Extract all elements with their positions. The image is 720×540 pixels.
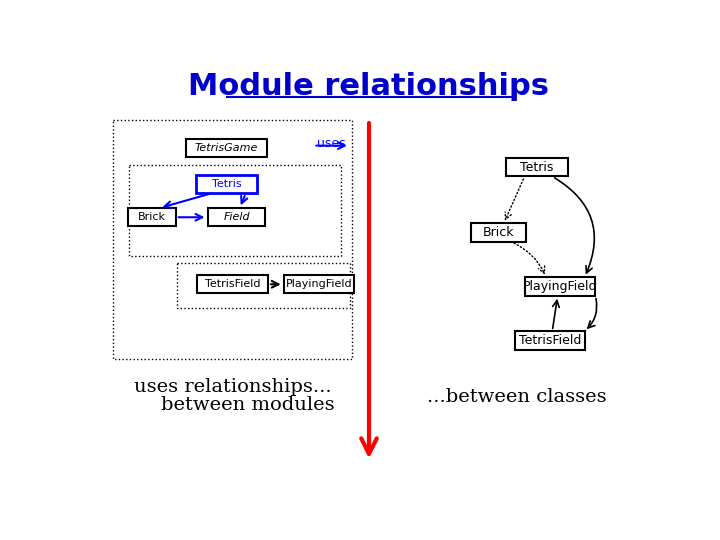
Text: TetrisField: TetrisField xyxy=(519,334,581,347)
Bar xyxy=(506,158,567,177)
Text: between modules: between modules xyxy=(161,396,335,414)
Bar xyxy=(525,278,595,296)
Text: uses: uses xyxy=(317,137,346,150)
Text: PlayingField: PlayingField xyxy=(286,279,352,289)
Bar xyxy=(186,139,267,157)
Text: ...between classes: ...between classes xyxy=(427,388,606,407)
Bar xyxy=(207,208,266,226)
Bar xyxy=(128,208,176,226)
Text: TetrisField: TetrisField xyxy=(205,279,261,289)
Text: Tetris: Tetris xyxy=(520,161,554,174)
Bar xyxy=(196,175,257,193)
Text: uses relationships...: uses relationships... xyxy=(134,377,332,396)
Bar xyxy=(516,331,585,350)
Bar xyxy=(129,165,341,256)
Bar xyxy=(113,120,352,359)
Text: TetrisGame: TetrisGame xyxy=(195,143,258,153)
Bar xyxy=(284,275,354,293)
Bar xyxy=(197,275,268,293)
Text: Module relationships: Module relationships xyxy=(189,72,549,101)
Text: Brick: Brick xyxy=(138,212,166,222)
Bar xyxy=(176,264,350,308)
Text: PlayingField: PlayingField xyxy=(523,280,597,293)
Text: Brick: Brick xyxy=(482,226,514,239)
Bar xyxy=(471,224,526,242)
Text: Tetris: Tetris xyxy=(212,179,241,189)
Text: Field: Field xyxy=(223,212,250,222)
